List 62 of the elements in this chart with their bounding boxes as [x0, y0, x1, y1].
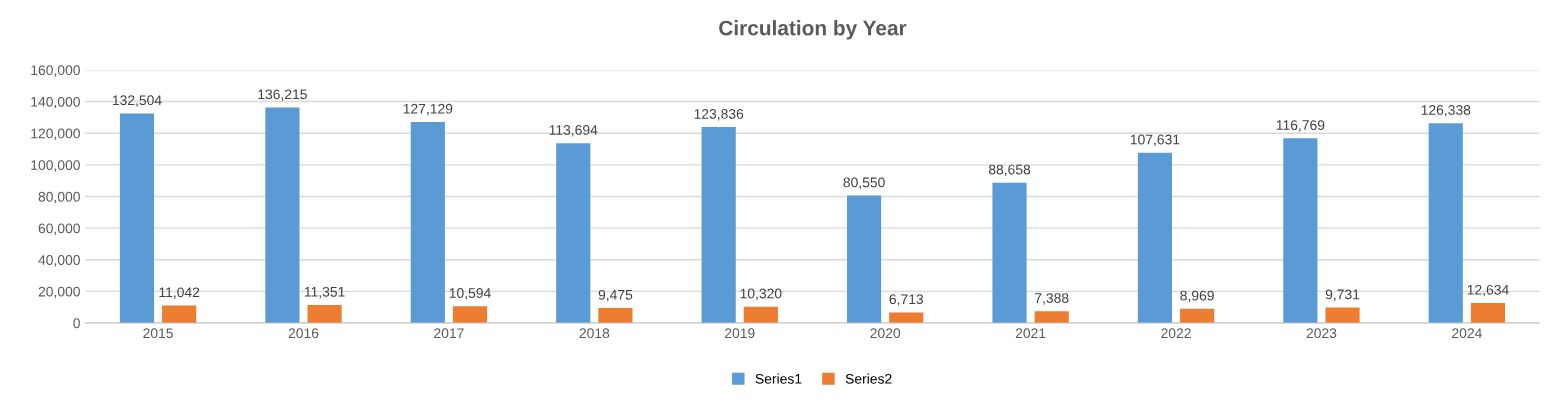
legend-label: Series2 [845, 373, 892, 384]
bar [452, 306, 488, 323]
data-label: 10,320 [740, 288, 782, 301]
x-tick-label: 2018 [579, 328, 610, 339]
bar [265, 107, 300, 323]
data-label: 8,969 [1180, 290, 1214, 303]
x-tick-label: 2020 [870, 328, 901, 339]
data-label: 132,504 [112, 95, 162, 107]
y-tick-label: 0 [73, 318, 80, 329]
chart-title: Circulation by Year [719, 20, 907, 40]
y-tick-label: 60,000 [38, 223, 80, 235]
bar [1034, 311, 1069, 323]
data-label: 126,338 [1421, 105, 1471, 117]
data-label: 6,713 [889, 294, 924, 306]
data-label: 88,658 [988, 164, 1031, 177]
data-label: 116,769 [1276, 120, 1325, 132]
bar [1470, 303, 1506, 323]
y-tick-label: 40,000 [38, 255, 80, 267]
bar [889, 312, 924, 323]
bar [1428, 123, 1463, 323]
data-label: 136,215 [258, 89, 307, 101]
bar [1137, 152, 1173, 323]
x-tick-label: 2021 [1015, 328, 1046, 339]
bar [1283, 138, 1318, 323]
legend-label: Series1 [755, 373, 802, 384]
bar [743, 306, 778, 323]
bar [119, 113, 155, 323]
y-tick-label: 140,000 [31, 96, 80, 109]
data-label: 12,634 [1467, 284, 1509, 297]
y-tick-label: 120,000 [31, 128, 80, 140]
data-label: 10,594 [449, 288, 491, 300]
data-label: 127,129 [403, 103, 453, 116]
data-label: 123,836 [694, 108, 744, 121]
bar [701, 127, 736, 323]
data-label: 9,475 [598, 289, 633, 302]
bar [162, 305, 197, 323]
x-tick-label: 2015 [143, 328, 173, 339]
x-tick-label: 2022 [1161, 328, 1191, 339]
x-tick-label: 2024 [1452, 328, 1482, 339]
bar [992, 182, 1027, 323]
y-tick-label: 160,000 [31, 65, 80, 77]
bar [1325, 307, 1360, 323]
data-label: 11,042 [159, 287, 200, 299]
y-tick-label: 100,000 [31, 160, 80, 172]
x-tick-label: 2016 [288, 328, 319, 339]
bar [598, 308, 633, 323]
x-tick-label: 2017 [434, 328, 464, 339]
bar [410, 121, 445, 323]
data-label: 107,631 [1130, 134, 1180, 147]
y-tick-label: 80,000 [38, 191, 80, 204]
data-label: 113,694 [549, 125, 598, 137]
data-label: 9,731 [1325, 289, 1360, 301]
bar [1180, 308, 1215, 323]
x-tick-label: 2023 [1306, 328, 1337, 339]
bar [847, 195, 882, 323]
bar [307, 305, 342, 323]
data-label: 11,351 [304, 286, 345, 299]
bar [556, 143, 591, 323]
x-tick-label: 2019 [725, 328, 755, 339]
data-label: 7,388 [1035, 293, 1069, 305]
y-tick-label: 20,000 [38, 286, 80, 299]
data-label: 80,550 [843, 177, 885, 189]
